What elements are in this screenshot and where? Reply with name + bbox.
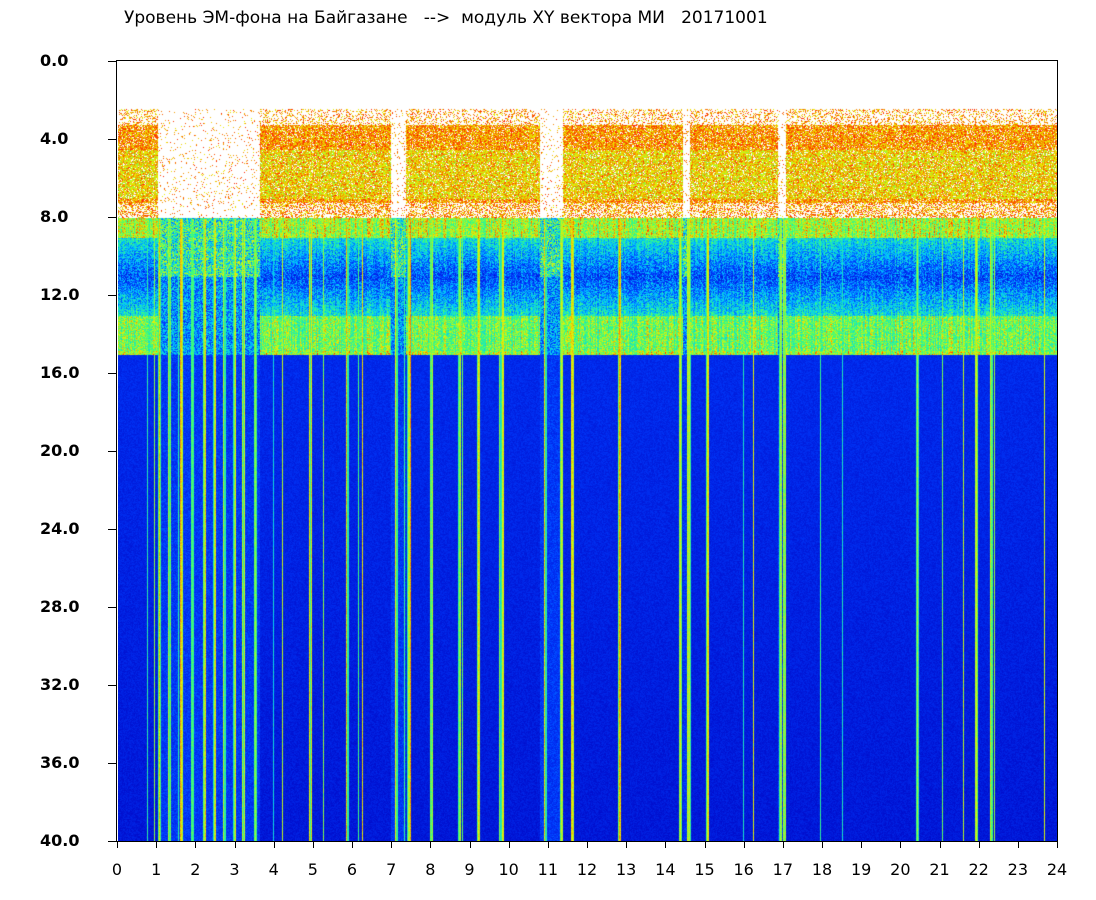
- x-tick-mark: [1017, 842, 1019, 848]
- x-tick-mark: [900, 842, 902, 848]
- y-tick-label: 12.0: [40, 285, 80, 304]
- y-tick-label: 24.0: [40, 519, 80, 538]
- y-tick-mark: [108, 373, 116, 374]
- x-tick-mark: [939, 842, 941, 848]
- x-tick-label: 15: [694, 860, 715, 879]
- x-tick-mark: [978, 842, 980, 848]
- x-tick-label: 11: [537, 860, 558, 879]
- y-tick-label: 8.0: [40, 207, 69, 226]
- y-tick-mark: [108, 607, 116, 608]
- x-tick-label: 10: [498, 860, 519, 879]
- x-tick-mark: [547, 842, 549, 848]
- x-tick-mark: [156, 842, 158, 848]
- x-tick-mark: [469, 842, 471, 848]
- y-tick-mark: [108, 61, 116, 62]
- x-tick-label: 3: [229, 860, 240, 879]
- y-tick-mark: [108, 685, 116, 686]
- x-tick-label: 16: [733, 860, 754, 879]
- y-tick-label: 16.0: [40, 363, 80, 382]
- x-tick-mark: [822, 842, 823, 848]
- y-tick-label: 36.0: [40, 753, 80, 772]
- y-tick-label: 32.0: [40, 675, 80, 694]
- x-tick-label: 7: [386, 860, 397, 879]
- x-tick-mark: [430, 842, 432, 848]
- y-tick-mark: [108, 139, 116, 140]
- x-tick-label: 8: [425, 860, 436, 879]
- y-tick-mark: [108, 763, 116, 764]
- x-tick-mark: [665, 842, 667, 848]
- x-tick-mark: [743, 842, 745, 848]
- x-tick-label: 2: [190, 860, 201, 879]
- x-tick-label: 17: [772, 860, 793, 879]
- x-tick-mark: [312, 842, 314, 848]
- x-tick-label: 24: [1046, 860, 1068, 879]
- y-tick-mark: [108, 217, 116, 218]
- x-tick-mark: [195, 842, 197, 848]
- x-tick-label: 1: [151, 860, 162, 879]
- x-tick-mark: [1057, 842, 1058, 848]
- x-tick-mark: [117, 842, 118, 848]
- x-tick-mark: [508, 842, 510, 848]
- x-tick-label: 12: [576, 860, 598, 879]
- x-tick-label: 19: [850, 860, 872, 879]
- x-tick-label: 14: [655, 860, 676, 879]
- x-tick-mark: [782, 842, 784, 848]
- x-tick-mark: [273, 842, 275, 848]
- y-tick-mark: [108, 841, 116, 842]
- y-tick-label: 28.0: [40, 597, 80, 616]
- x-tick-mark: [587, 842, 588, 848]
- x-tick-mark: [234, 842, 236, 848]
- y-tick-mark: [108, 529, 116, 530]
- x-tick-label: 9: [464, 860, 475, 879]
- x-tick-label: 5: [307, 860, 318, 879]
- y-tick-label: 20.0: [40, 441, 80, 460]
- x-tick-mark: [704, 842, 706, 848]
- y-tick-label: 4.0: [40, 129, 69, 148]
- x-tick-mark: [352, 842, 353, 848]
- chart-title: Уровень ЭМ-фона на Байгазане --> модуль …: [124, 8, 768, 28]
- x-tick-label: 21: [929, 860, 950, 879]
- y-tick-label: 40.0: [40, 831, 80, 850]
- y-tick-label: 0.0: [40, 51, 69, 70]
- x-tick-mark: [861, 842, 863, 848]
- x-tick-label: 13: [615, 860, 637, 879]
- x-tick-mark: [626, 842, 628, 848]
- x-tick-label: 20: [890, 860, 911, 879]
- plot-area: [116, 60, 1058, 842]
- x-tick-label: 6: [346, 860, 358, 879]
- y-tick-mark: [108, 295, 116, 296]
- x-tick-mark: [391, 842, 393, 848]
- x-tick-label: 22: [968, 860, 989, 879]
- x-tick-label: 0: [111, 860, 123, 879]
- x-tick-label: 18: [811, 860, 833, 879]
- spectrogram-heatmap: [118, 62, 1057, 841]
- y-tick-mark: [108, 451, 116, 452]
- x-tick-label: 23: [1007, 860, 1028, 879]
- x-tick-label: 4: [268, 860, 279, 879]
